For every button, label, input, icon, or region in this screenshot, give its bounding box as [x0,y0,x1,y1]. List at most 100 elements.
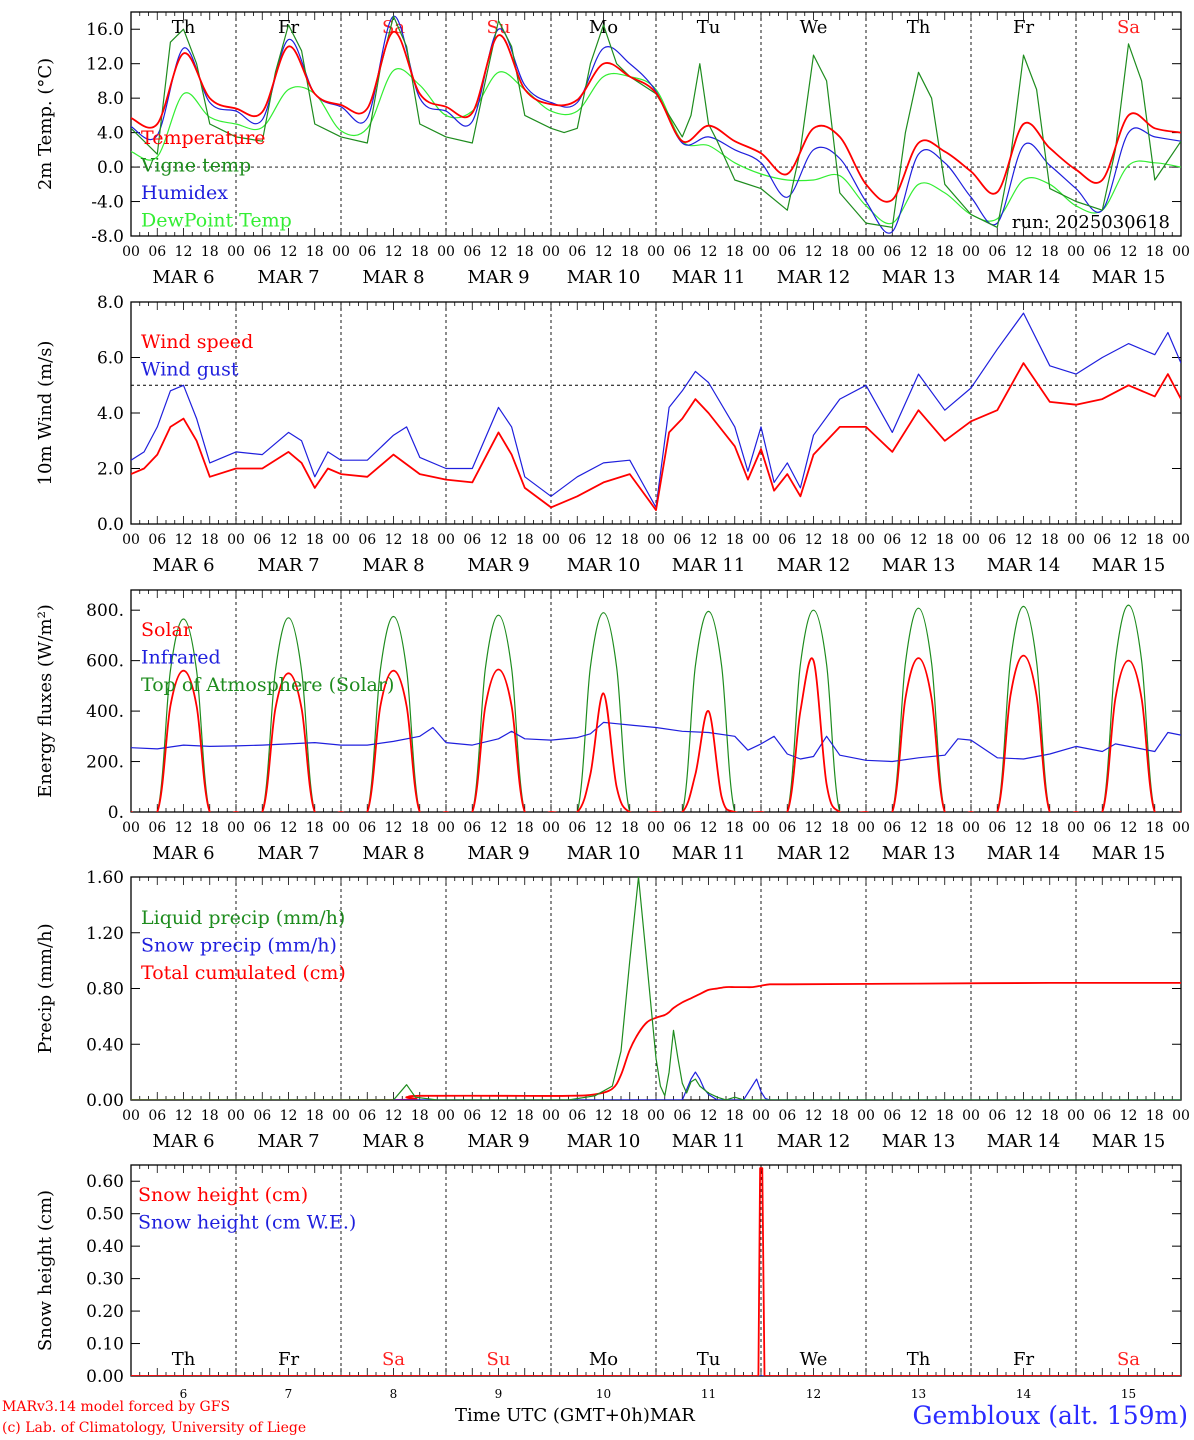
hour-tick-label: 12 [700,532,718,548]
date-label: MAR 10 [567,843,641,864]
hour-tick-label: 06 [778,1108,796,1124]
y-axis-label: Snow height (cm) [35,1190,56,1351]
hour-tick-label: 06 [1093,244,1111,260]
hour-tick-label: 12 [700,820,718,836]
date-label: 13 [911,1387,926,1401]
legend-entry: Solar [141,619,193,641]
panel-energy: 0. 200. 400. 600. 800. Energy fluxes (W/m²) 00… [35,589,1190,864]
series-snow-height-cm-line [131,1167,1181,1376]
hour-tick-label: 06 [463,1108,481,1124]
hour-tick-label: 06 [358,532,376,548]
legend-entry: Vigne temp [140,155,251,177]
hour-tick-label: 12 [1015,532,1033,548]
weekday-label: Fr [1013,1349,1034,1370]
date-label: MAR 11 [672,843,746,864]
hour-tick-label: 18 [726,1108,744,1124]
hour-tick-label: 06 [148,820,166,836]
hour-tick-label: 12 [910,1108,928,1124]
hour-tick-label: 12 [385,1108,403,1124]
hour-tick-label: 18 [306,244,324,260]
hour-tick-label: 00 [437,1108,455,1124]
hour-tick-label: 18 [1041,820,1059,836]
hour-tick-label: 00 [752,532,770,548]
hour-tick-label: 00 [1172,820,1190,836]
legend-entry: Temperature [141,127,265,149]
date-label: MAR 8 [362,267,424,288]
weekday-label: Tu [697,1349,721,1370]
hour-tick-label: 00 [1172,532,1190,548]
hour-tick-label: 18 [306,820,324,836]
y-tick-label: 0.00 [86,1091,124,1111]
hour-tick-label: 00 [542,244,560,260]
date-label: MAR 10 [567,267,641,288]
hour-tick-label: 12 [280,532,298,548]
series-group [131,1167,1181,1376]
hour-tick-label: 06 [253,244,271,260]
hour-tick-label: 00 [1067,1108,1085,1124]
hour-tick-label: 00 [227,820,245,836]
hour-tick-label: 12 [910,820,928,836]
hour-tick-label: 06 [673,1108,691,1124]
hour-tick-label: 06 [463,244,481,260]
hour-tick-label: 18 [516,244,534,260]
y-axis-label: Energy fluxes (W/m²) [35,604,56,798]
date-label: MAR 13 [882,555,956,576]
date-label: 10 [596,1387,611,1401]
hour-tick-label: 06 [988,244,1006,260]
date-label: MAR 15 [1092,555,1166,576]
date-label: MAR 15 [1092,843,1166,864]
series-group [131,312,1181,511]
hour-tick-label: 06 [883,820,901,836]
date-label: MAR 11 [672,1131,746,1152]
hour-tick-label: 06 [988,820,1006,836]
hour-tick-label: 00 [857,244,875,260]
y-axis-label: 10m Wind (m/s) [35,341,56,486]
weekday-label: Sa [1117,17,1140,38]
weekday-label: Fr [278,1349,299,1370]
hour-tick-label: 00 [1067,532,1085,548]
legend-entry: DewPoint Temp [141,210,292,232]
hour-tick-label: 18 [936,244,954,260]
date-label: MAR 15 [1092,267,1166,288]
date-label: 7 [285,1387,293,1401]
hour-tick-label: 00 [1067,820,1085,836]
date-label: MAR 6 [152,1131,214,1152]
hour-tick-label: 18 [621,532,639,548]
hour-tick-label: 06 [148,1108,166,1124]
series-group [131,877,1181,1100]
hour-tick-label: 06 [1093,820,1111,836]
hour-tick-label: 06 [568,532,586,548]
legend-entry: Humidex [141,182,228,204]
date-label: MAR 13 [882,843,956,864]
hour-tick-label: 12 [700,1108,718,1124]
series-top-of-atmosphere-solar-line [131,604,1181,812]
hour-tick-label: 06 [1093,1108,1111,1124]
weekday-label: Mo [589,1349,618,1370]
hour-tick-label: 06 [358,1108,376,1124]
hour-tick-label: 12 [175,820,193,836]
hour-tick-label: 00 [227,1108,245,1124]
y-tick-label: 200. [86,753,124,773]
y-tick-label: 0.40 [86,1237,124,1257]
date-label: 6 [180,1387,188,1401]
weekday-label: Fr [1013,17,1034,38]
weekday-label: Tu [697,17,721,38]
hour-tick-label: 12 [805,820,823,836]
hour-tick-label: 18 [726,244,744,260]
hour-tick-label: 06 [883,244,901,260]
hour-tick-label: 18 [201,244,219,260]
hour-tick-label: 12 [1120,532,1138,548]
hour-tick-label: 00 [122,244,140,260]
hour-tick-label: 12 [805,244,823,260]
hour-tick-label: 12 [175,244,193,260]
weekday-label: We [800,17,828,38]
series-group [131,604,1181,812]
y-tick-label: 8.0 [97,293,124,313]
hour-tick-label: 18 [516,1108,534,1124]
weekday-label: Su [487,1349,511,1370]
hour-tick-label: 18 [1041,1108,1059,1124]
hour-tick-label: 18 [936,532,954,548]
panel-precip: 0.00 0.40 0.80 1.20 1.60 Precip (mm/h) 00 06 12 1… [35,868,1190,1152]
date-label: MAR 11 [672,555,746,576]
hour-tick-label: 06 [568,1108,586,1124]
